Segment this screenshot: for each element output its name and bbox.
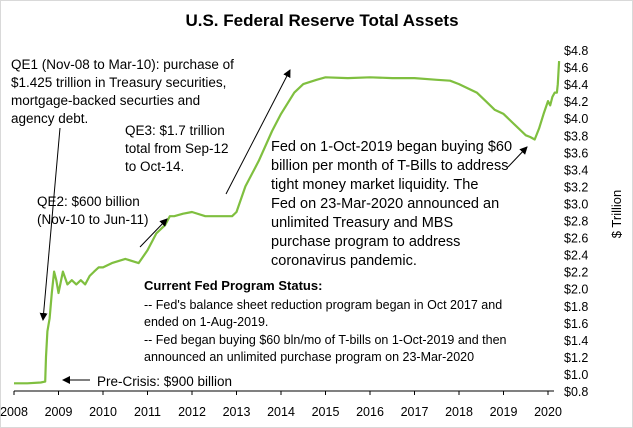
y-tick-label: $4.8 bbox=[564, 44, 588, 58]
x-tick-label: 2014 bbox=[267, 405, 295, 419]
x-tick-label: 2013 bbox=[223, 405, 251, 419]
annotation-qe1-line: agency debt. bbox=[11, 111, 88, 126]
status-line: ended on 1-Aug-2019. bbox=[144, 315, 268, 329]
annotation-qe1-line: mortgage-backed securties and bbox=[11, 93, 200, 108]
y-axis-ticks: $4.8 $4.6 $4.4 $4.2 $4.0 $3.8 $3.6 $3.4 $3.2 $3.0… bbox=[564, 44, 588, 399]
x-tick-label: 2019 bbox=[490, 405, 518, 419]
annotation-fed-line: billion per month of T-Bills to address bbox=[271, 158, 509, 174]
y-tick-label: $2.8 bbox=[564, 215, 588, 229]
annotation-fed-line: Fed on 23-Mar-2020 announced an bbox=[271, 196, 499, 212]
status-line: -- Fed's balance sheet reduction program… bbox=[144, 298, 502, 312]
y-tick-label: $3.6 bbox=[564, 146, 588, 160]
x-tick-label: 2008 bbox=[0, 405, 28, 419]
annotation-qe3-line: total from Sep-12 bbox=[125, 141, 229, 156]
status-title: Current Fed Program Status: bbox=[144, 278, 322, 293]
y-tick-label: $1.4 bbox=[564, 334, 588, 348]
y-tick-label: $3.4 bbox=[564, 163, 588, 177]
annotation-fed-line: tight money market liquidity. The bbox=[271, 177, 478, 193]
annotation-qe3-line: QE3: $1.7 trillion bbox=[125, 123, 225, 138]
y-tick-label: $2.4 bbox=[564, 249, 588, 263]
annotation-fed-line: coronavirus pandemic. bbox=[271, 253, 417, 269]
annotation-fed-line: unlimited Treasury and MBS bbox=[271, 215, 453, 231]
arrow-qe2 bbox=[139, 218, 168, 248]
annotation-qe2: QE2: $600 billion (Nov-10 to Jun-11) bbox=[37, 194, 149, 227]
y-tick-label: $4.4 bbox=[564, 78, 588, 92]
y-tick-label: $4.2 bbox=[564, 95, 588, 109]
arrow-fed-2019 bbox=[507, 146, 528, 168]
x-tick-label: 2009 bbox=[45, 405, 73, 419]
chart-title: U.S. Federal Reserve Total Assets bbox=[185, 11, 458, 30]
x-tick-label: 2016 bbox=[356, 405, 384, 419]
y-tick-label: $1.2 bbox=[564, 351, 588, 365]
y-tick-label: $1.6 bbox=[564, 317, 588, 331]
annotation-qe3: QE3: $1.7 trillion total from Sep-12 to … bbox=[125, 123, 229, 174]
annotation-qe3-line: to Oct-14. bbox=[125, 159, 184, 174]
y-tick-label: $2.6 bbox=[564, 232, 588, 246]
annotation-qe1: QE1 (Nov-08 to Mar-10): purchase of $1.4… bbox=[11, 57, 234, 126]
annotation-pre-crisis: Pre-Crisis: $900 billion bbox=[97, 374, 232, 389]
x-tick-label: 2020 bbox=[534, 405, 562, 419]
x-tick-label: 2017 bbox=[401, 405, 429, 419]
x-tick-label: 2012 bbox=[178, 405, 206, 419]
annotation-qe1-line: $1.425 trillion in Treasury securities, bbox=[11, 75, 226, 90]
y-tick-label: $3.2 bbox=[564, 180, 588, 194]
status-line: announced an unlimited purchase program … bbox=[144, 350, 474, 364]
status-line: -- Fed began buying $60 bln/mo of T-bill… bbox=[144, 333, 507, 347]
annotation-fed-line: Fed on 1-Oct-2019 began buying $60 bbox=[271, 139, 512, 155]
annotation-status: Current Fed Program Status: -- Fed's bal… bbox=[144, 278, 507, 364]
x-tick-label: 2018 bbox=[445, 405, 473, 419]
annotation-fed-line: purchase program to address bbox=[271, 234, 460, 250]
annotation-qe2-line: (Nov-10 to Jun-11) bbox=[37, 212, 149, 227]
annotation-qe2-line: QE2: $600 billion bbox=[37, 194, 140, 209]
x-tick-label: 2015 bbox=[312, 405, 340, 419]
x-axis-ticks: 2008 2009 2010 2011 2012 2013 2014 2015 2016 2017… bbox=[0, 391, 562, 419]
annotation-qe1-line: QE1 (Nov-08 to Mar-10): purchase of bbox=[11, 57, 234, 72]
y-tick-label: $1.8 bbox=[564, 300, 588, 314]
y-tick-label: $3.0 bbox=[564, 197, 588, 211]
y-tick-label: $1.0 bbox=[564, 368, 588, 382]
y-tick-label: $2.0 bbox=[564, 283, 588, 297]
y-tick-label: $2.2 bbox=[564, 266, 588, 280]
arrow-qe1 bbox=[39, 127, 61, 321]
arrow-qe3 bbox=[225, 69, 291, 195]
y-tick-label: $3.8 bbox=[564, 129, 588, 143]
y-tick-label: $4.0 bbox=[564, 112, 588, 126]
y-tick-label: $4.6 bbox=[564, 61, 588, 75]
series-line bbox=[14, 61, 561, 385]
y-axis-label: $ Trillion bbox=[609, 190, 624, 238]
annotation-fed-2019: Fed on 1-Oct-2019 began buying $60 billi… bbox=[271, 139, 512, 269]
x-tick-label: 2010 bbox=[89, 405, 117, 419]
x-tick-label: 2011 bbox=[134, 405, 161, 419]
y-tick-label: $0.8 bbox=[564, 385, 588, 399]
